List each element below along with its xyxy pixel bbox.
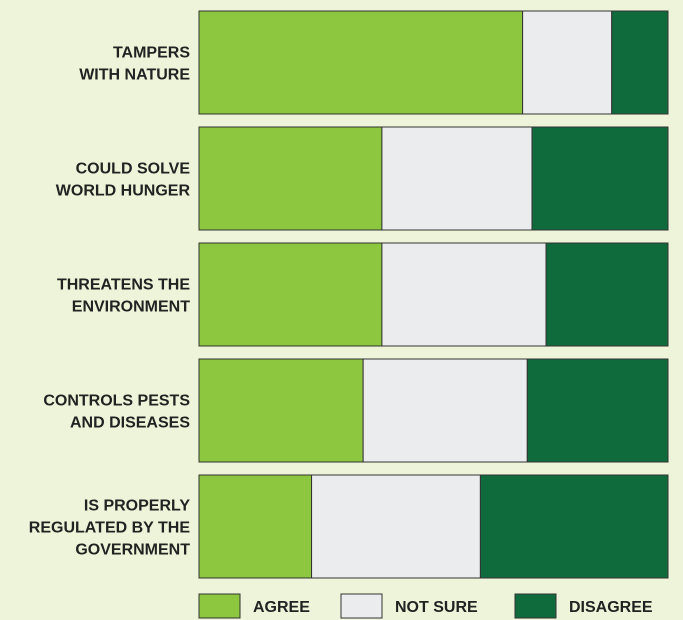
bar-tampers-with-nature-disagree	[611, 10, 669, 115]
bar-controls-pests-and-diseases-agree	[198, 358, 364, 463]
legend-swatch-agree	[198, 593, 241, 619]
category-label-is-properly-regulated-by-the-government-line-1: IS PROPERLY	[84, 498, 190, 515]
bar-tampers-with-nature-not-sure	[522, 10, 613, 115]
legend-label-not-sure: NOT SURE	[395, 599, 478, 616]
bar-could-solve-world-hunger-agree	[198, 126, 383, 231]
category-labels: TAMPERS WITH NATURE COULD SOLVE WORLD HUNGE…	[29, 45, 191, 559]
bar-is-properly-regulated-by-the-government-not-sure	[311, 474, 481, 579]
bar-threatens-the-environment-disagree	[545, 242, 669, 347]
category-label-tampers-with-nature-line-1: TAMPERS	[113, 45, 190, 62]
bar-could-solve-world-hunger-disagree	[531, 126, 669, 231]
category-label-controls-pests-and-diseases-line-2: AND DISEASES	[70, 415, 190, 432]
legend-label-disagree: DISAGREE	[569, 599, 653, 616]
legend: AGREE NOT SURE DISAGREE	[198, 593, 653, 619]
category-label-is-properly-regulated-by-the-government-line-3: GOVERNMENT	[75, 542, 190, 559]
category-label-is-properly-regulated-by-the-government-line-2: REGULATED BY THE	[29, 520, 191, 537]
legend-swatch-disagree	[514, 593, 557, 619]
bar-threatens-the-environment-not-sure	[381, 242, 547, 347]
bars	[198, 10, 669, 579]
legend-label-agree: AGREE	[253, 599, 310, 616]
bar-is-properly-regulated-by-the-government-disagree	[479, 474, 669, 579]
category-label-threatens-the-environment-line-1: THREATENS THE	[57, 277, 190, 294]
bar-controls-pests-and-diseases-disagree	[526, 358, 669, 463]
legend-swatch-not-sure	[340, 593, 383, 619]
bar-controls-pests-and-diseases-not-sure	[362, 358, 528, 463]
category-label-could-solve-world-hunger-line-1: COULD SOLVE	[76, 161, 191, 178]
category-label-could-solve-world-hunger-line-2: WORLD HUNGER	[56, 183, 191, 200]
bar-could-solve-world-hunger-not-sure	[381, 126, 533, 231]
category-label-controls-pests-and-diseases-line-1: CONTROLS PESTS	[43, 393, 190, 410]
category-label-threatens-the-environment-line-2: ENVIRONMENT	[72, 299, 190, 316]
category-label-tampers-with-nature-line-2: WITH NATURE	[79, 67, 190, 84]
bar-threatens-the-environment-agree	[198, 242, 383, 347]
bar-is-properly-regulated-by-the-government-agree	[198, 474, 313, 579]
bar-tampers-with-nature-agree	[198, 10, 524, 115]
